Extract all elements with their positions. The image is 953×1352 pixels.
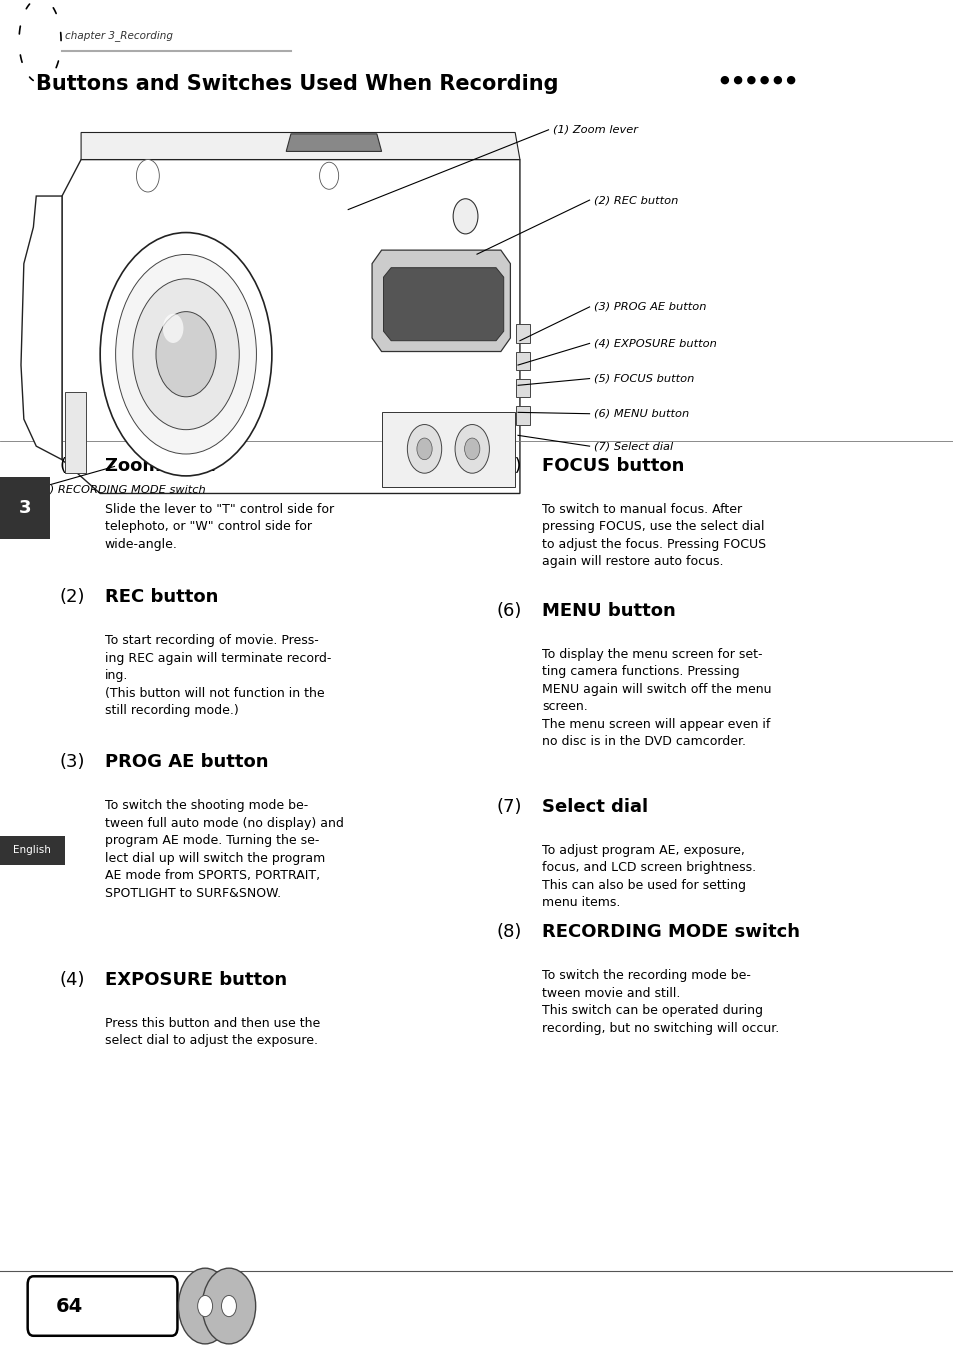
Circle shape xyxy=(115,254,256,454)
Circle shape xyxy=(455,425,489,473)
Text: Slide the lever to "T" control side for
telephoto, or "W" control side for
wide-: Slide the lever to "T" control side for … xyxy=(105,503,334,552)
Text: (2) REC button: (2) REC button xyxy=(594,195,678,206)
Polygon shape xyxy=(516,379,530,397)
Polygon shape xyxy=(81,132,519,160)
Circle shape xyxy=(453,199,477,234)
Polygon shape xyxy=(381,412,515,487)
Text: 3: 3 xyxy=(18,499,31,518)
Polygon shape xyxy=(65,392,86,473)
Text: (6) MENU button: (6) MENU button xyxy=(594,408,689,419)
Text: 64: 64 xyxy=(56,1297,83,1315)
Polygon shape xyxy=(372,250,510,352)
Text: Press this button and then use the
select dial to adjust the exposure.: Press this button and then use the selec… xyxy=(105,1017,320,1048)
Circle shape xyxy=(407,425,441,473)
Circle shape xyxy=(319,162,338,189)
Text: MENU button: MENU button xyxy=(541,602,675,619)
Text: (5) FOCUS button: (5) FOCUS button xyxy=(594,373,694,384)
Circle shape xyxy=(202,1268,255,1344)
Circle shape xyxy=(156,312,215,397)
Bar xyxy=(0,836,65,865)
Circle shape xyxy=(132,279,239,430)
Bar xyxy=(0,477,50,539)
Text: FOCUS button: FOCUS button xyxy=(541,457,683,475)
Text: (4) EXPOSURE button: (4) EXPOSURE button xyxy=(594,338,717,349)
Circle shape xyxy=(178,1268,232,1344)
Text: (5): (5) xyxy=(496,457,521,475)
Text: To switch the shooting mode be-
tween full auto mode (no display) and
program AE: To switch the shooting mode be- tween fu… xyxy=(105,799,343,899)
Text: Buttons and Switches Used When Recording: Buttons and Switches Used When Recording xyxy=(36,74,558,95)
Text: (7) Select dial: (7) Select dial xyxy=(594,441,673,452)
Text: REC button: REC button xyxy=(105,588,218,606)
Polygon shape xyxy=(516,352,530,370)
Circle shape xyxy=(464,438,479,460)
Circle shape xyxy=(136,160,159,192)
Text: (1): (1) xyxy=(59,457,85,475)
Text: To start recording of movie. Press-
ing REC again will terminate record-
ing.
(T: To start recording of movie. Press- ing … xyxy=(105,634,331,717)
Text: (8) RECORDING MODE switch: (8) RECORDING MODE switch xyxy=(38,484,206,495)
Text: (2): (2) xyxy=(59,588,85,606)
Text: (6): (6) xyxy=(496,602,521,619)
Text: To adjust program AE, exposure,
focus, and LCD screen brightness.
This can also : To adjust program AE, exposure, focus, a… xyxy=(541,844,755,909)
Text: PROG AE button: PROG AE button xyxy=(105,753,268,771)
Text: To display the menu screen for set-
ting camera functions. Pressing
MENU again w: To display the menu screen for set- ting… xyxy=(541,648,771,748)
Text: To switch to manual focus. After
pressing FOCUS, use the select dial
to adjust t: To switch to manual focus. After pressin… xyxy=(541,503,765,568)
Polygon shape xyxy=(21,196,62,460)
Text: (3) PROG AE button: (3) PROG AE button xyxy=(594,301,706,312)
Text: Zoom lever: Zoom lever xyxy=(105,457,218,475)
Polygon shape xyxy=(62,160,519,493)
Text: To switch the recording mode be-
tween movie and still.
This switch can be opera: To switch the recording mode be- tween m… xyxy=(541,969,779,1034)
Text: (1) Zoom lever: (1) Zoom lever xyxy=(553,124,638,135)
Circle shape xyxy=(416,438,432,460)
Text: ● ● ● ● ● ●: ● ● ● ● ● ● xyxy=(720,74,796,84)
Polygon shape xyxy=(516,406,530,425)
Circle shape xyxy=(100,233,272,476)
FancyBboxPatch shape xyxy=(28,1276,177,1336)
Circle shape xyxy=(221,1295,236,1317)
Circle shape xyxy=(163,314,183,343)
Circle shape xyxy=(197,1295,213,1317)
Text: (3): (3) xyxy=(59,753,85,771)
Polygon shape xyxy=(516,324,530,343)
Text: English: English xyxy=(13,845,51,856)
Text: chapter 3_Recording: chapter 3_Recording xyxy=(65,30,172,41)
Text: Select dial: Select dial xyxy=(541,798,647,815)
Text: (7): (7) xyxy=(496,798,521,815)
Text: (4): (4) xyxy=(59,971,85,988)
Text: EXPOSURE button: EXPOSURE button xyxy=(105,971,287,988)
Text: (8): (8) xyxy=(496,923,521,941)
Text: RECORDING MODE switch: RECORDING MODE switch xyxy=(541,923,799,941)
Polygon shape xyxy=(383,268,503,341)
Polygon shape xyxy=(286,134,381,151)
